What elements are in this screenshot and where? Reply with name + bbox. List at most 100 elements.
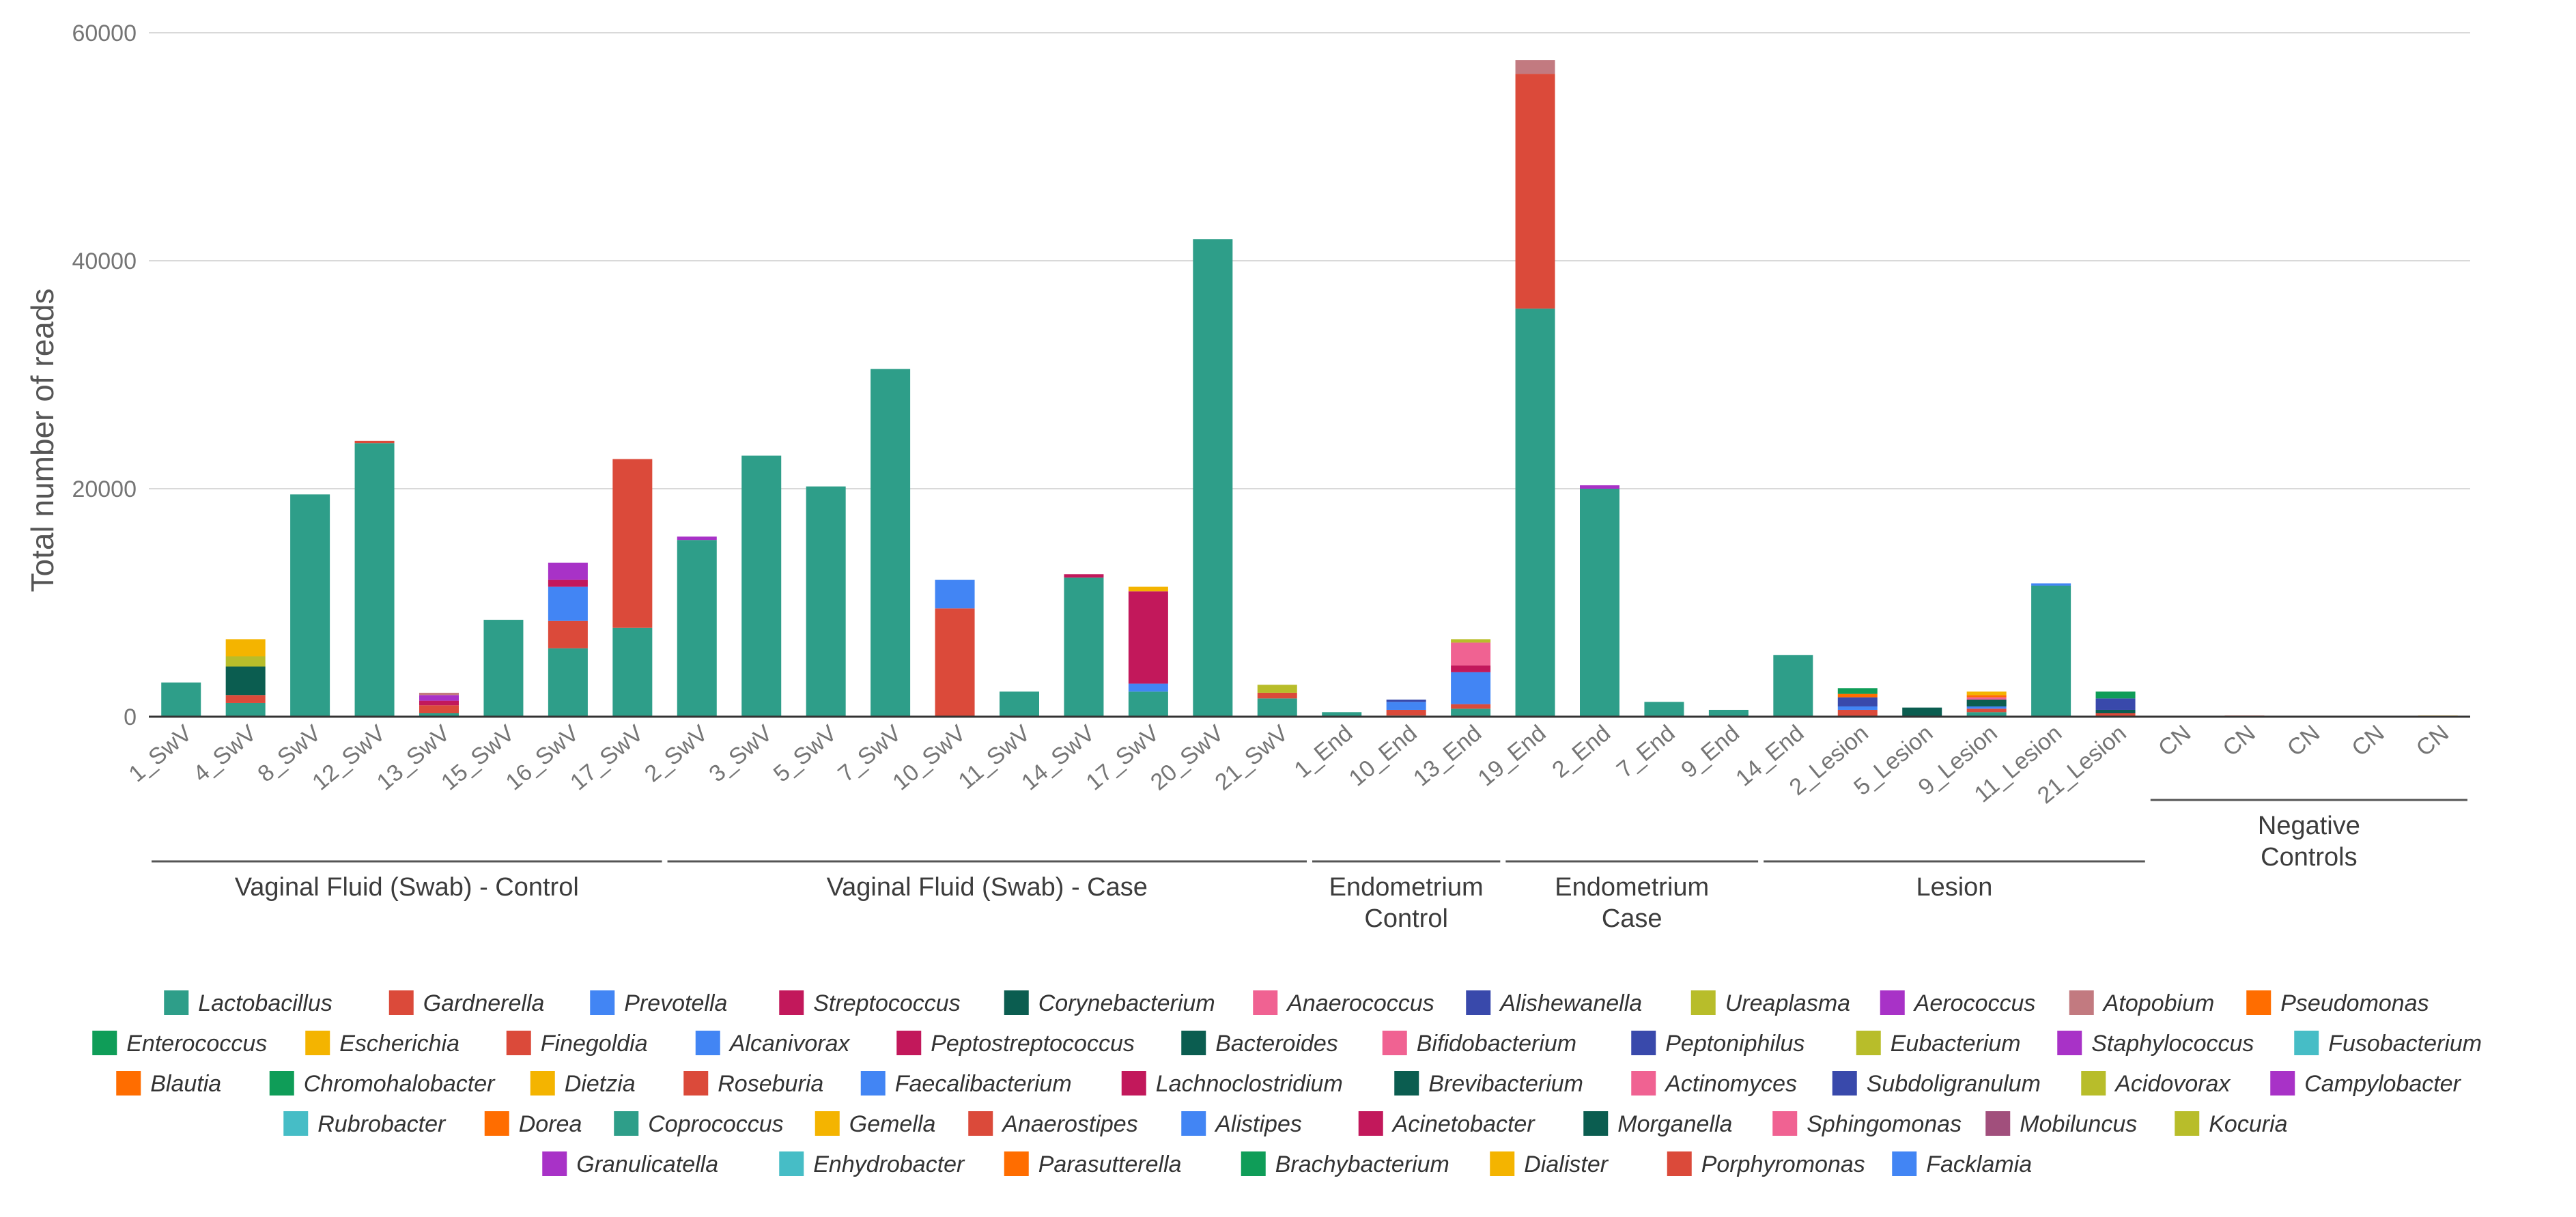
legend-item[interactable]: Roseburia	[683, 1071, 823, 1097]
legend-item[interactable]: Sphingomonas	[1772, 1111, 1962, 1137]
legend-item[interactable]: Aerococcus	[1880, 990, 2036, 1016]
legend-item[interactable]: Peptoniphilus	[1631, 1031, 1804, 1057]
legend-swatch	[695, 1031, 720, 1055]
legend-label: Mobiluncus	[2020, 1111, 2137, 1137]
legend-swatch	[968, 1111, 993, 1136]
legend-item[interactable]: Streptococcus	[779, 990, 961, 1016]
bar-segment	[2031, 583, 2071, 586]
legend-label: Dorea	[519, 1111, 582, 1137]
legend-item[interactable]: Granulicatella	[542, 1151, 718, 1177]
legend-item[interactable]: Alishewanella	[1466, 990, 1642, 1016]
legend-item[interactable]: Enhydrobacter	[779, 1151, 965, 1177]
legend-item[interactable]: Fusobacterium	[2294, 1031, 2482, 1057]
bar-segment	[677, 540, 717, 717]
bar-segment	[1966, 697, 2007, 700]
group-label: Endometrium Control	[1329, 873, 1484, 933]
legend-item[interactable]: Campylobacter	[2270, 1071, 2462, 1097]
legend-item[interactable]: Blautia	[116, 1071, 221, 1097]
legend-swatch	[1004, 990, 1029, 1015]
legend-label: Atopobium	[2102, 990, 2215, 1016]
legend-item[interactable]: Ureaplasma	[1690, 990, 1850, 1016]
legend-item[interactable]: Staphylococcus	[2057, 1031, 2254, 1057]
legend-item[interactable]: Finegoldia	[506, 1031, 648, 1057]
legend-item[interactable]: Prevotella	[590, 990, 727, 1016]
y-tick-label: 60000	[72, 20, 137, 46]
legend-item[interactable]: Acinetobacter	[1358, 1111, 1536, 1137]
legend-label: Ureaplasma	[1725, 990, 1850, 1016]
legend-item[interactable]: Anaerostipes	[968, 1111, 1138, 1137]
bar-segment	[1515, 74, 1555, 309]
group-label: Negative Controls	[2258, 812, 2360, 872]
x-tick-label: 17_SwV	[565, 720, 649, 796]
legend-label: Finegoldia	[541, 1031, 648, 1057]
legend-item[interactable]: Subdoligranulum	[1832, 1071, 2041, 1097]
x-tick-label: 13_SwV	[372, 720, 455, 796]
legend-item[interactable]: Actinomyces	[1631, 1071, 1797, 1097]
x-tick-label: 16_SwV	[501, 720, 584, 796]
legend-item[interactable]: Lactobacillus	[164, 990, 332, 1016]
legend-label: Peptostreptococcus	[931, 1031, 1135, 1057]
legend-item[interactable]: Kocuria	[2175, 1111, 2288, 1137]
legend-swatch	[1690, 990, 1716, 1015]
legend-item[interactable]: Enterococcus	[92, 1031, 267, 1057]
x-tick-label: 21_SwV	[1210, 720, 1293, 796]
x-axis-tick-labels: 1_SwV4_SwV8_SwV12_SwV13_SwV15_SwV16_SwV1…	[124, 720, 2454, 809]
legend-item[interactable]: Peptostreptococcus	[896, 1031, 1135, 1057]
bar-segment	[1128, 683, 1168, 692]
legend-item[interactable]: Dietzia	[530, 1071, 636, 1097]
bar-segment	[290, 494, 330, 717]
bar-segment	[1966, 695, 2007, 698]
legend-item[interactable]: Anaerococcus	[1253, 990, 1434, 1016]
legend-label: Rubrobacter	[317, 1111, 447, 1137]
legend-item[interactable]: Escherichia	[305, 1031, 459, 1057]
legend-item[interactable]: Porphyromonas	[1667, 1151, 1865, 1177]
bar-segment	[1966, 708, 2007, 713]
legend-item[interactable]: Corynebacterium	[1004, 990, 1215, 1016]
legend-label: Brevibacterium	[1428, 1071, 1583, 1097]
legend-item[interactable]: Lachnoclostridium	[1121, 1071, 1343, 1097]
x-tick-label: CN	[2347, 720, 2389, 762]
bar-segment	[548, 579, 588, 587]
legend-item[interactable]: Atopobium	[2069, 990, 2215, 1016]
legend-item[interactable]: Mobiluncus	[1985, 1111, 2137, 1137]
legend-item[interactable]: Gemella	[815, 1111, 936, 1137]
legend-item[interactable]: Faecalibacterium	[860, 1071, 1072, 1097]
legend-item[interactable]: Facklamia	[1892, 1151, 2032, 1177]
legend[interactable]: Lactobacillus Gardnerella Prevotella Strept…	[92, 990, 2482, 1177]
legend-item[interactable]: Alistipes	[1181, 1111, 1302, 1137]
legend-item[interactable]: Alcanivorax	[695, 1031, 851, 1057]
legend-swatch	[1856, 1031, 1881, 1055]
legend-swatch	[1358, 1111, 1383, 1136]
bar-segment	[225, 639, 266, 657]
legend-swatch	[530, 1071, 555, 1096]
legend-item[interactable]: Parasutterella	[1004, 1151, 1182, 1177]
group-label: Vaginal Fluid (Swab) - Case	[827, 873, 1148, 902]
bar-segment	[1451, 665, 1491, 672]
legend-label: Acinetobacter	[1391, 1111, 1536, 1137]
legend-item[interactable]: Bifidobacterium	[1382, 1031, 1576, 1057]
legend-item[interactable]: Pseudomonas	[2246, 990, 2429, 1016]
legend-label: Sphingomonas	[1807, 1111, 1962, 1137]
bar-segment	[935, 608, 975, 717]
legend-swatch	[1772, 1111, 1798, 1136]
legend-item[interactable]: Eubacterium	[1856, 1031, 2021, 1057]
legend-item[interactable]: Dialister	[1490, 1151, 1609, 1177]
legend-item[interactable]: Bacteroides	[1181, 1031, 1338, 1057]
legend-item[interactable]: Acidovorax	[2081, 1071, 2231, 1097]
legend-item[interactable]: Chromohalobacter	[269, 1071, 496, 1097]
legend-item[interactable]: Gardnerella	[388, 990, 545, 1016]
bars	[161, 60, 2458, 717]
legend-label: Prevotella	[624, 990, 727, 1016]
bar-segment	[1451, 672, 1491, 704]
legend-item[interactable]: Dorea	[484, 1111, 582, 1137]
legend-item[interactable]: Rubrobacter	[283, 1111, 447, 1137]
legend-swatch	[1880, 990, 1905, 1015]
legend-item[interactable]: Brachybacterium	[1241, 1151, 1449, 1177]
legend-item[interactable]: Morganella	[1583, 1111, 1732, 1137]
legend-item[interactable]: Coprococcus	[614, 1111, 784, 1137]
legend-label: Anaerostipes	[1001, 1111, 1137, 1137]
legend-swatch	[1181, 1111, 1206, 1136]
x-tick-label: 17_SwV	[1081, 720, 1165, 796]
legend-item[interactable]: Brevibacterium	[1394, 1071, 1583, 1097]
legend-label: Gemella	[849, 1111, 936, 1137]
